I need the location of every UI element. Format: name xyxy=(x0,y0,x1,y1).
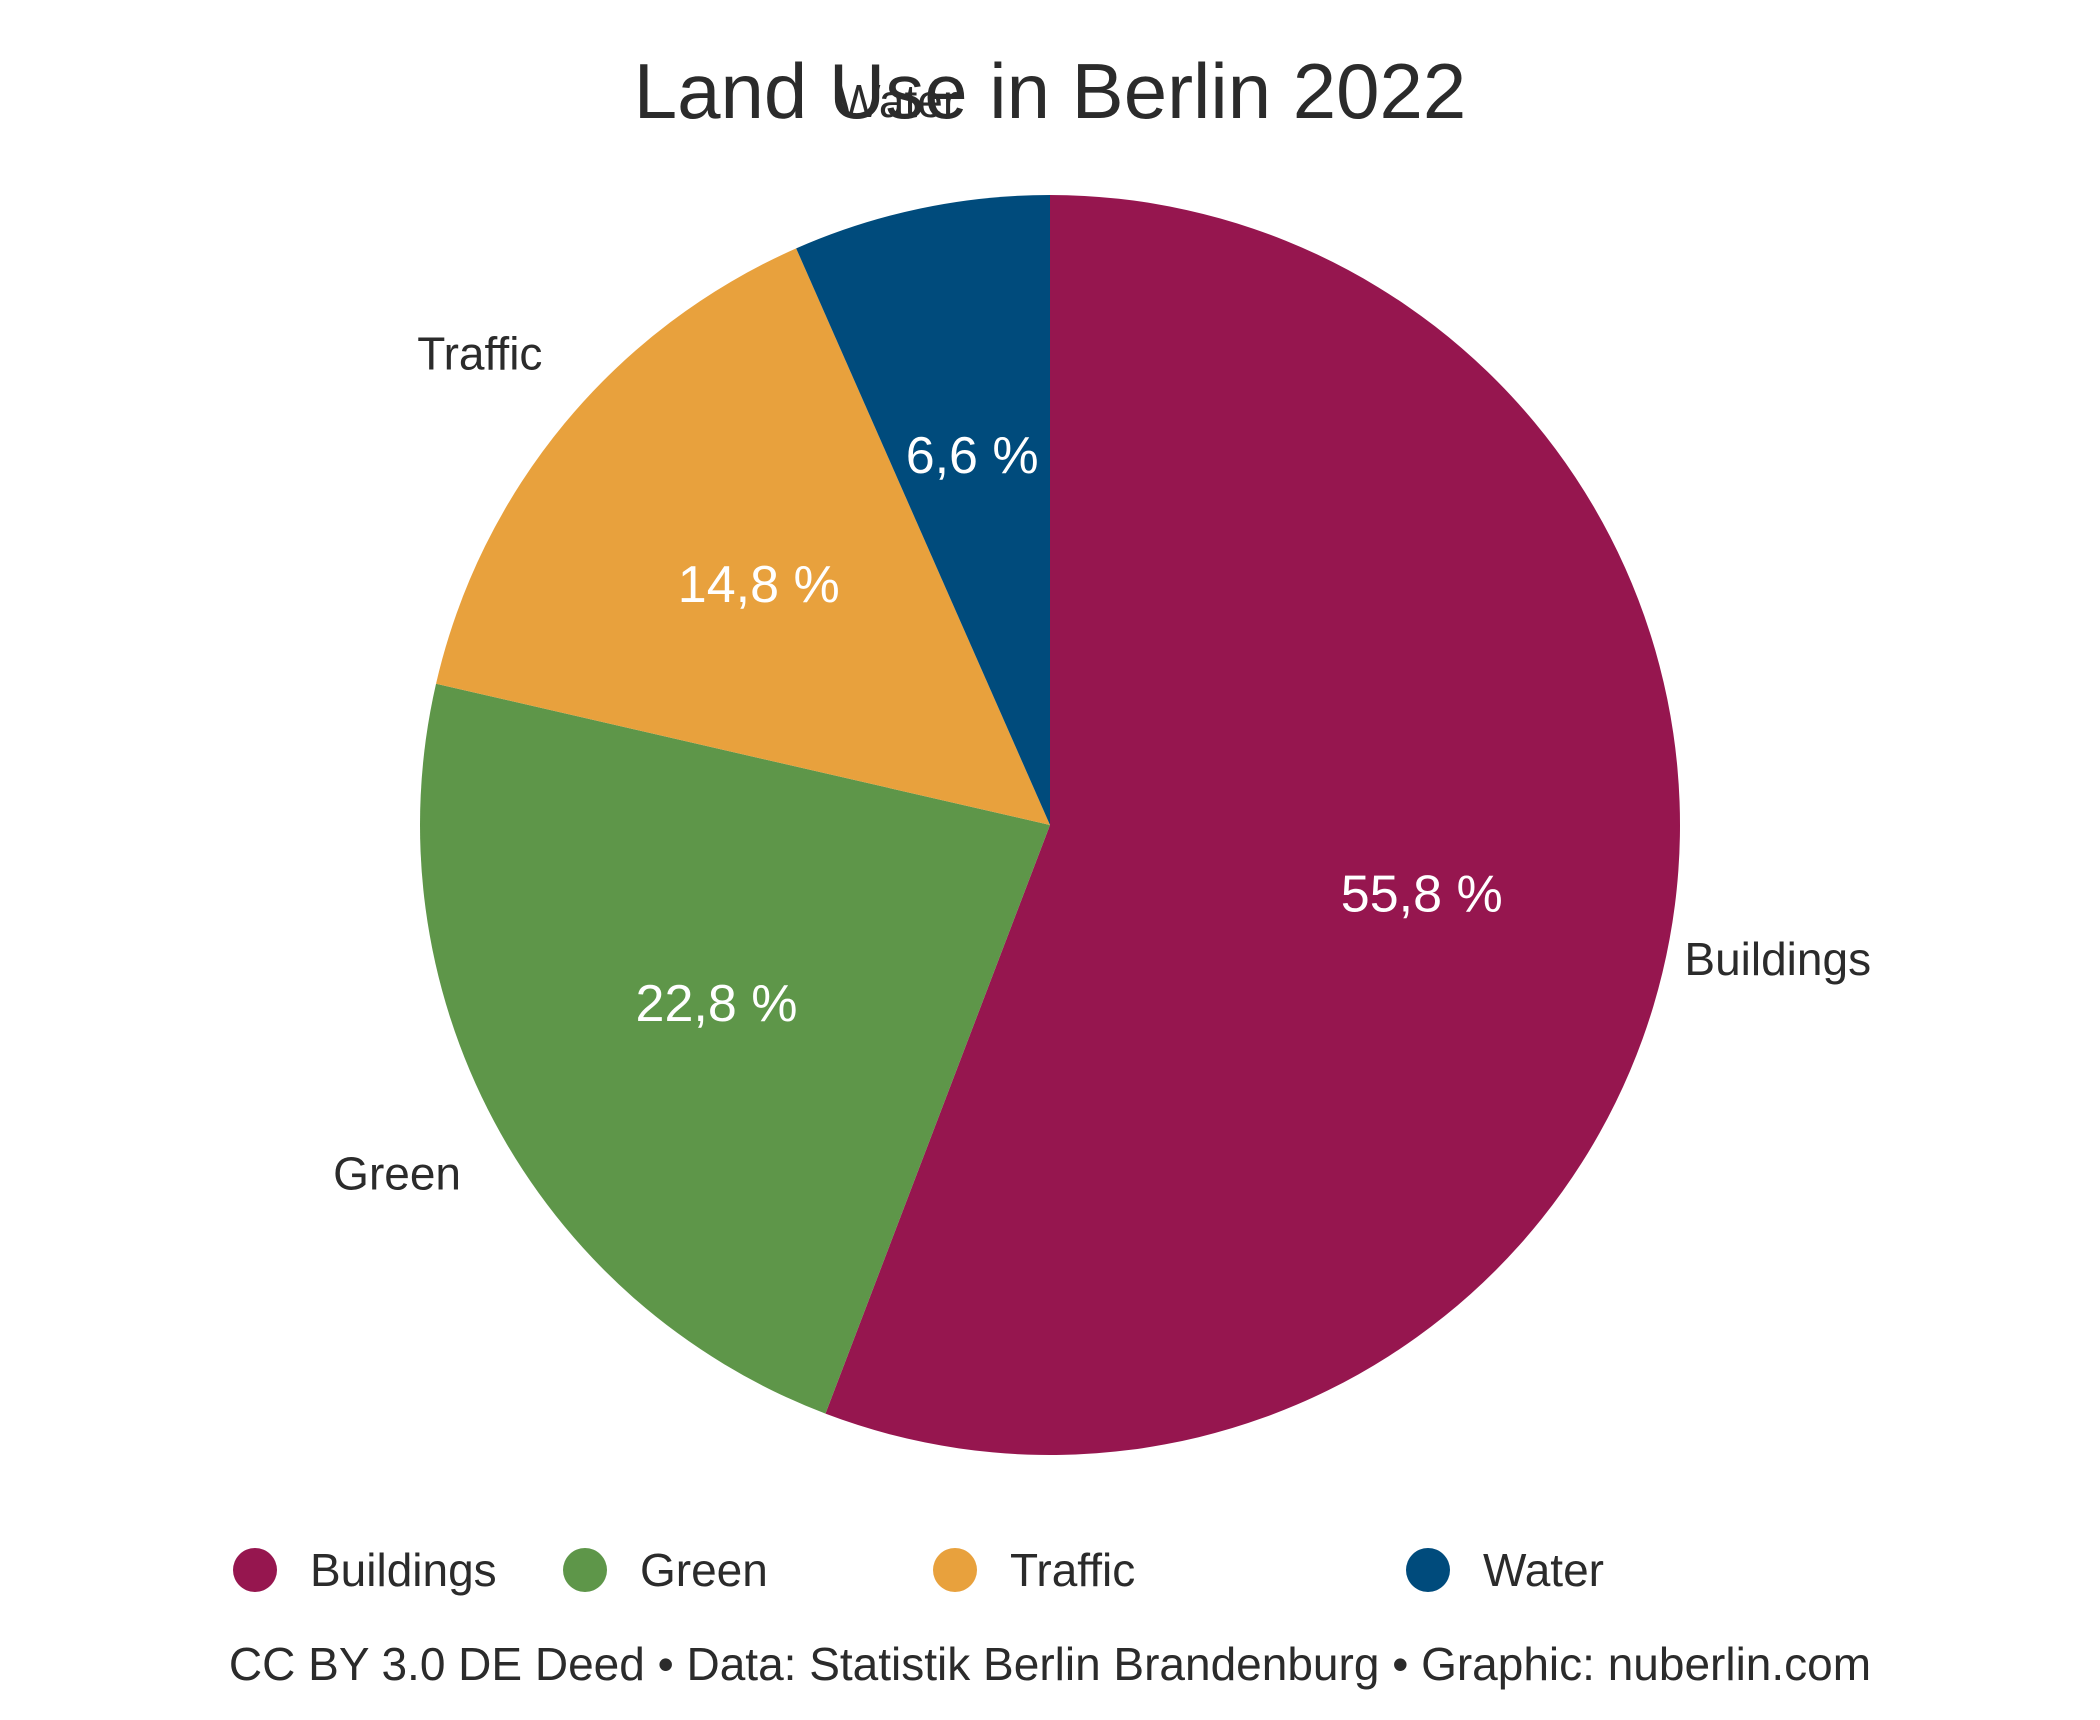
legend-swatch-buildings xyxy=(233,1548,277,1592)
slice-category-labels: Buildings Green Traffic Water xyxy=(333,75,1871,1199)
pie-slice-green xyxy=(420,683,1050,1414)
chart-footer: CC BY 3.0 DE Deed • Data: Statistik Berl… xyxy=(229,1638,1871,1690)
slice-label-traffic: Traffic xyxy=(417,327,542,379)
slice-label-buildings: Buildings xyxy=(1684,933,1871,985)
legend-item-buildings: Buildings xyxy=(233,1544,497,1596)
legend-swatch-water xyxy=(1406,1548,1450,1592)
pie-slices xyxy=(420,195,1681,1455)
legend-label-green: Green xyxy=(640,1544,768,1596)
legend-swatch-green xyxy=(563,1548,607,1592)
legend: Buildings Green Traffic Water xyxy=(233,1544,1604,1596)
value-label-buildings: 55,8 % xyxy=(1341,865,1503,923)
value-label-traffic: 14,8 % xyxy=(678,556,840,614)
slice-value-labels: 55,8 % 22,8 % 14,8 % 6,6 % xyxy=(636,427,1503,1033)
legend-item-water: Water xyxy=(1406,1544,1604,1596)
chart-title: Land Use in Berlin 2022 xyxy=(634,47,1467,135)
pie-slice-traffic xyxy=(436,248,1050,825)
slice-label-green: Green xyxy=(333,1147,461,1199)
slice-label-water: Water xyxy=(837,75,958,127)
value-label-water: 6,6 % xyxy=(906,427,1039,485)
legend-item-traffic: Traffic xyxy=(933,1544,1135,1596)
legend-label-buildings: Buildings xyxy=(310,1544,497,1596)
legend-label-water: Water xyxy=(1483,1544,1604,1596)
pie-slice-water xyxy=(796,195,1050,825)
legend-label-traffic: Traffic xyxy=(1010,1544,1135,1596)
legend-swatch-traffic xyxy=(933,1548,977,1592)
legend-item-green: Green xyxy=(563,1544,768,1596)
value-label-green: 22,8 % xyxy=(636,975,798,1033)
pie-slice-buildings xyxy=(825,195,1681,1455)
